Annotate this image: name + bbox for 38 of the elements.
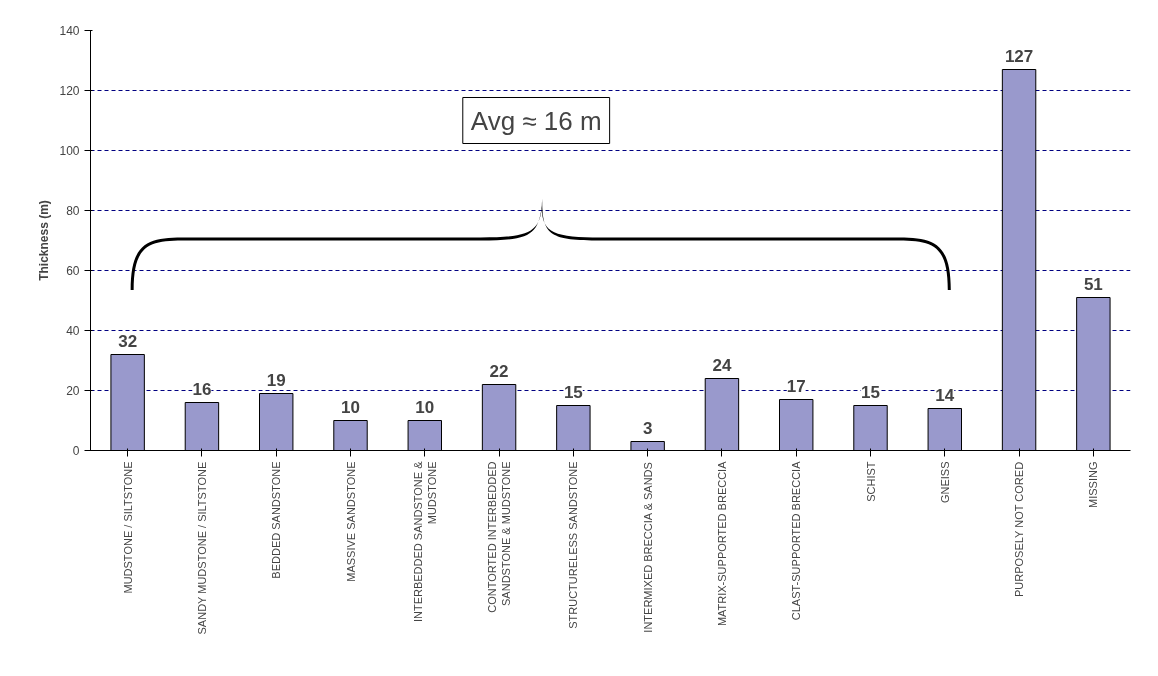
y-tick-label: 100 — [59, 144, 80, 158]
data-label: 32 — [118, 331, 138, 351]
data-label: 16 — [192, 379, 212, 399]
data-label: 15 — [563, 382, 583, 402]
data-label: 14 — [935, 385, 955, 405]
x-tick-label: INTERMIXED BRECCIA & SANDS — [641, 462, 654, 633]
x-tick-label: MATRIX-SUPPORTED BRECCIA — [715, 460, 728, 627]
x-tick-label: BEDDED SANDSTONE — [270, 461, 283, 579]
x-tick-label: PURPOSELY NOT CORED — [1013, 461, 1026, 597]
x-tick-label: SCHIST — [864, 461, 877, 502]
data-label: 22 — [489, 361, 509, 381]
data-label: 127 — [1004, 46, 1034, 66]
x-tick-label: MISSING — [1087, 461, 1100, 508]
y-tick-label: 60 — [66, 264, 80, 278]
data-label: 51 — [1083, 274, 1103, 294]
y-axis-title: Thickness (m) — [37, 200, 52, 281]
y-tick-label: 120 — [59, 84, 80, 98]
data-label: 19 — [266, 370, 286, 390]
annotation: Avg ≈ 16 m — [470, 105, 602, 136]
y-tick-label: 140 — [59, 24, 80, 38]
x-tick-label: CONTORTED INTERBEDDED SANDSTONE & MUDSTONE — [485, 461, 513, 613]
data-label: 10 — [415, 397, 435, 417]
data-label: 15 — [861, 382, 880, 402]
x-tick-label: MUDSTONE / SILTSTONE — [121, 461, 134, 594]
y-tick-label: 80 — [66, 204, 80, 218]
y-tick-label: 20 — [66, 384, 80, 398]
data-label: 10 — [341, 397, 360, 417]
x-tick-label: GNEISS — [938, 461, 951, 504]
y-tick-label: 0 — [72, 444, 80, 458]
x-tick-label: MASSIVE SANDSTONE — [344, 461, 357, 582]
x-tick-label: STRUCTURELESS SANDSTONE — [567, 461, 580, 629]
data-label: 3 — [642, 418, 653, 438]
x-tick-label: INTERBEDDED SANDSTONE & MUDSTONE — [411, 460, 438, 623]
data-label: 17 — [786, 376, 806, 396]
x-tick-label: SANDY MUDSTONE / SILTSTONE — [195, 461, 208, 635]
x-tick-label: CLAST-SUPPORTED BRECCIA — [790, 460, 803, 621]
data-label: 24 — [712, 355, 732, 375]
y-tick-label: 40 — [66, 324, 80, 338]
